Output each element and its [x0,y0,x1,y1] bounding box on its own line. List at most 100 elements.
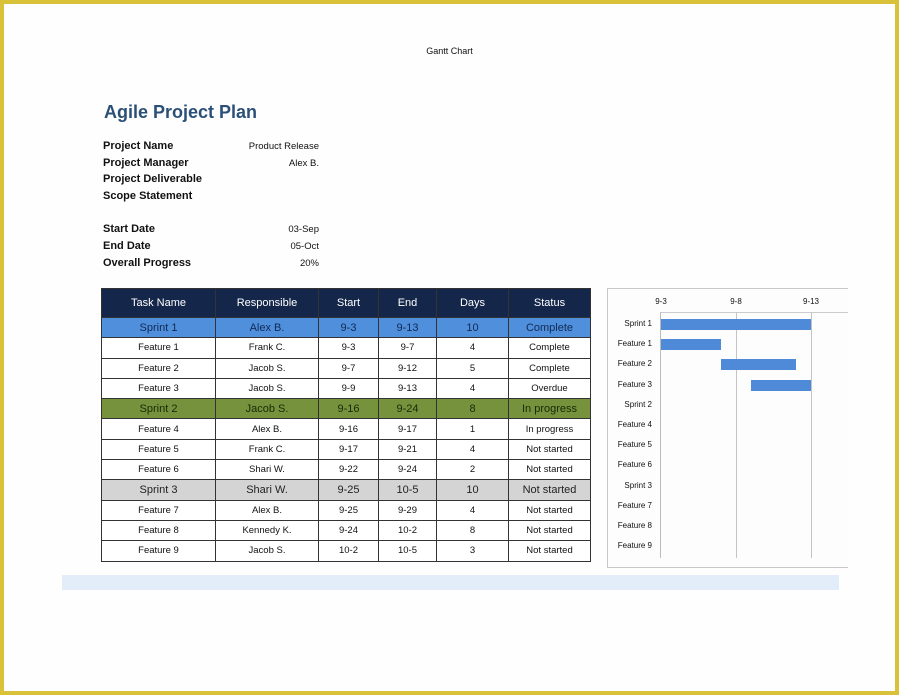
cell-responsible: Jacob S. [215,398,319,420]
cell-responsible: Alex B. [215,316,319,339]
cell-start: 9-17 [318,438,379,461]
cell-end: 9-24 [378,459,437,481]
gantt-row-label: Feature 4 [617,420,652,429]
cell-task: Feature 6 [101,459,216,481]
cell-task: Sprint 1 [101,316,216,339]
gantt-row-label: Feature 9 [617,541,652,550]
cell-end: 9-13 [378,377,437,400]
document-page: Gantt Chart Agile Project Plan Project N… [4,4,895,691]
gantt-bar-feature-1 [661,339,721,350]
info-value: 05-Oct [290,241,319,252]
gantt-row-label: Feature 8 [617,521,652,530]
table-row: Feature 5 Frank C. 9-17 9-21 4 Not started [101,438,591,461]
info-label: End Date [103,240,151,252]
info-scope-statement: Scope Statement [103,190,319,206]
gantt-row-label: Sprint 1 [624,319,652,328]
cell-task: Sprint 2 [101,398,216,420]
cell-responsible: Alex B. [215,418,319,440]
cell-start: 9-3 [318,316,379,339]
cell-days: 4 [436,438,509,461]
task-table: Task Name Responsible Start End Days Sta… [101,288,591,562]
column-header-end: End [378,288,437,318]
cell-start: 9-7 [318,357,379,379]
gantt-x-tick: 9-3 [655,297,667,306]
gantt-row-label: Sprint 2 [624,400,652,409]
gantt-top-line [660,312,848,313]
cell-start: 9-16 [318,398,379,420]
cell-days: 1 [436,418,509,440]
info-label: Project Name [103,140,174,152]
cell-end: 9-13 [378,316,437,339]
cell-responsible: Jacob S. [215,377,319,400]
cell-days: 4 [436,499,509,521]
cell-end: 9-21 [378,438,437,461]
table-row: Feature 9 Jacob S. 10-2 10-5 3 Not started [101,540,591,562]
info-start-date: Start Date 03-Sep [103,223,319,239]
cell-status: Complete [508,316,591,339]
cell-responsible: Kennedy K. [215,519,319,542]
cell-status: Overdue [508,377,591,400]
cell-task: Feature 2 [101,357,216,379]
cell-task: Feature 9 [101,540,216,562]
cell-days: 10 [436,479,509,501]
cell-start: 9-24 [318,519,379,542]
cell-end: 9-24 [378,398,437,420]
cell-status: Complete [508,357,591,379]
column-header-start: Start [318,288,379,318]
gantt-row-label: Feature 1 [617,339,652,348]
cell-status: Not started [508,499,591,521]
cell-responsible: Jacob S. [215,357,319,379]
gantt-bar-feature-2 [721,359,796,370]
cell-status: In progress [508,398,591,420]
cell-end: 9-29 [378,499,437,521]
gantt-x-tick: 9-13 [802,297,820,306]
column-header-task-name: Task Name [101,288,216,318]
cell-status: Not started [508,540,591,562]
gantt-category-axis [660,312,661,558]
cell-responsible: Frank C. [215,438,319,461]
info-project-manager: Project Manager Alex B. [103,157,319,173]
cell-start: 9-25 [318,499,379,521]
cell-start: 9-9 [318,377,379,400]
info-value: 20% [299,258,319,269]
cell-end: 10-2 [378,519,437,542]
gantt-row-label: Feature 6 [617,460,652,469]
cell-end: 10-5 [378,479,437,501]
cell-task: Feature 5 [101,438,216,461]
info-label: Scope Statement [103,190,193,202]
cell-end: 9-7 [378,337,437,359]
info-end-date: End Date 05-Oct [103,240,319,256]
cell-responsible: Alex B. [215,499,319,521]
plan-title: Agile Project Plan [104,102,258,122]
info-label: Project Deliverable [103,173,203,185]
gantt-chart: 9-3 9-8 9-13 Sprint 1 Feature 1 Feature … [607,288,848,568]
cell-days: 4 [436,337,509,359]
gantt-gridline [811,312,812,558]
cell-start: 9-22 [318,459,379,481]
gantt-bar-sprint-1 [661,319,811,330]
cell-status: Complete [508,337,591,359]
footer-band [62,575,839,590]
table-row: Feature 4 Alex B. 9-16 9-17 1 In progress [101,418,591,440]
cell-task: Feature 4 [101,418,216,440]
cell-days: 2 [436,459,509,481]
info-value: Product Release [248,141,319,152]
column-header-status: Status [508,288,591,318]
table-row-sprint: Sprint 2 Jacob S. 9-16 9-24 8 In progress [101,398,591,420]
info-project-deliverable: Project Deliverable [103,173,319,189]
gantt-row-label: Feature 5 [617,440,652,449]
gantt-row-label: Feature 7 [617,501,652,510]
cell-responsible: Jacob S. [215,540,319,562]
column-header-responsible: Responsible [215,288,319,318]
cell-responsible: Shari W. [215,459,319,481]
cell-end: 9-12 [378,357,437,379]
info-overall-progress: Overall Progress 20% [103,257,319,273]
cell-task: Feature 3 [101,377,216,400]
cell-responsible: Shari W. [215,479,319,501]
table-row-sprint: Sprint 1 Alex B. 9-3 9-13 10 Complete [101,316,591,339]
cell-end: 10-5 [378,540,437,562]
cell-status: Not started [508,479,591,501]
info-value: 03-Sep [288,224,319,235]
gantt-row-label: Feature 2 [617,359,652,368]
cell-start: 9-16 [318,418,379,440]
